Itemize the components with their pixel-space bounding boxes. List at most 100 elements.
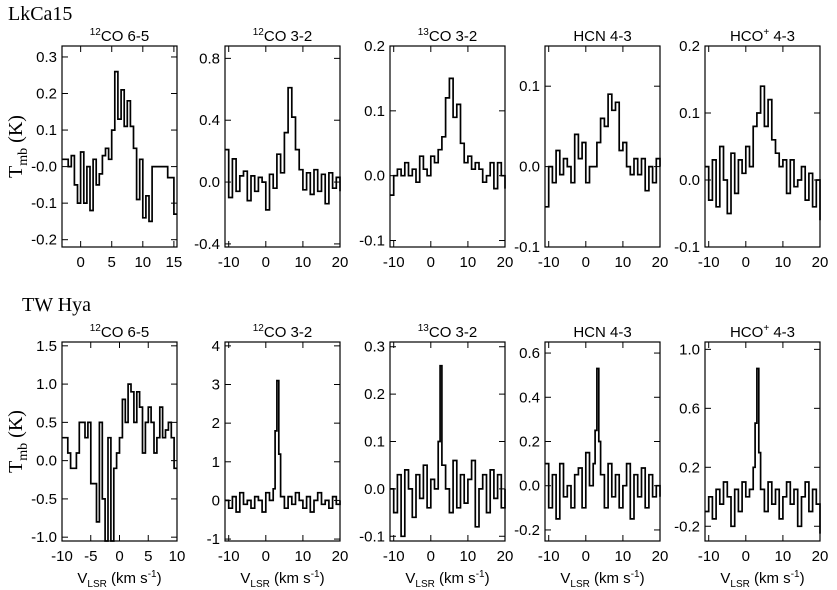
- x-tick-label: 20: [332, 548, 349, 565]
- y-tick-label: 3: [212, 377, 220, 394]
- x-tick-label: 0: [76, 254, 84, 271]
- spectrum-panel: -1.0 -0.5 0.0 0.5 1.0 1.5 -10 -5 0 5 10 12CO 6-5 Tmb…: [5, 323, 185, 590]
- x-tick-label: 5: [144, 548, 152, 565]
- spectrum-panel: -0.1 0.0 0.1 0.2 0.3 -10 0 10 20 13CO 3-2 VLSR (km…: [359, 323, 513, 590]
- y-tick-label: 4: [212, 338, 220, 355]
- x-axis-label: VLSR (km s-1): [720, 569, 804, 590]
- y-tick-label: -0.1: [674, 239, 700, 256]
- spectrum-line: [62, 70, 177, 223]
- spectrum-panel: -0.1 0.0 0.1 -10 0 10 20 HCN 4-3: [514, 28, 668, 271]
- y-tick-label: 0.1: [364, 434, 385, 451]
- spectrum-line: [545, 367, 661, 520]
- y-tick-label: 0.0: [519, 478, 540, 495]
- x-tick-label: -10: [218, 548, 240, 565]
- x-tick-label: -10: [51, 548, 73, 565]
- x-tick-label: 10: [169, 548, 186, 565]
- panel-title: 13CO 3-2: [418, 323, 477, 341]
- x-axis-label: VLSR (km s-1): [405, 569, 489, 590]
- x-tick-label: 20: [652, 548, 669, 565]
- panel-title: 12CO 6-5: [90, 323, 149, 341]
- x-tick-label: -10: [538, 548, 560, 565]
- x-tick-label: 0: [742, 254, 750, 271]
- y-tick-label: 0.2: [364, 386, 385, 403]
- x-tick-label: 10: [134, 254, 151, 271]
- y-tick-label: -0.0: [31, 159, 57, 176]
- x-tick-label: 0: [115, 548, 123, 565]
- y-tick-label: 0.0: [364, 481, 385, 498]
- x-tick-label: 20: [497, 254, 514, 271]
- spectrum-panel: -0.2 0.0 0.2 0.4 0.6 -10 0 10 20 HCN 4-3 VLSR (km …: [514, 324, 668, 590]
- x-tick-label: 0: [427, 254, 435, 271]
- y-tick-label: -0.1: [31, 195, 57, 212]
- spectrum-line: [62, 383, 177, 542]
- x-tick-label: 20: [497, 548, 514, 565]
- source-label-lkca15: LkCa15: [8, 3, 72, 25]
- plot-frame: [224, 341, 341, 542]
- spectrum-line: [705, 85, 821, 221]
- x-tick-label: 0: [262, 254, 270, 271]
- y-tick-label: 0.2: [679, 38, 700, 55]
- y-tick-label: 0.8: [199, 50, 220, 67]
- y-tick-label: 0.1: [364, 103, 385, 120]
- x-axis-label: VLSR (km s-1): [240, 569, 324, 590]
- x-tick-label: -10: [538, 254, 560, 271]
- y-tick-label: 0.4: [519, 389, 540, 406]
- x-tick-label: 5: [108, 254, 116, 271]
- x-tick-label: 20: [812, 548, 829, 565]
- y-tick-label: -0.2: [514, 522, 540, 539]
- x-tick-label: -10: [383, 254, 405, 271]
- spectrum-panel: -0.2 0.2 0.6 1.0 -10 0 10 20 HCO+ 4-3 VLSR (km s-…: [674, 323, 828, 590]
- panel-title: 13CO 3-2: [418, 27, 477, 45]
- plot-frame: [224, 45, 341, 248]
- y-axis-label: Tmb (K): [5, 410, 31, 473]
- x-tick-label: 10: [295, 254, 312, 271]
- y-tick-label: 0.3: [364, 339, 385, 356]
- y-tick-label: -1: [207, 531, 220, 548]
- plot-frame: [389, 45, 506, 248]
- y-tick-label: 0.6: [519, 345, 540, 362]
- spectrum-panel: -0.4 0.0 0.4 0.8 -10 0 10 20 12CO 3-2: [194, 27, 348, 271]
- y-tick-label: 0.1: [519, 78, 540, 95]
- y-tick-label: 0.0: [519, 159, 540, 176]
- x-tick-label: 10: [615, 548, 632, 565]
- panel-title: 12CO 3-2: [253, 27, 312, 45]
- plot-frame: [544, 341, 661, 542]
- spectrum-line: [225, 86, 341, 211]
- plot-frame: [389, 341, 506, 542]
- y-tick-label: -0.1: [514, 239, 540, 256]
- y-tick-label: 0.1: [679, 105, 700, 122]
- y-tick-label: 0.3: [36, 49, 57, 66]
- plot-frame: [61, 45, 178, 248]
- panel-title: HCN 4-3: [573, 324, 631, 341]
- x-tick-label: 20: [332, 254, 349, 271]
- y-tick-label: 0.2: [36, 86, 57, 103]
- spectrum-line: [225, 379, 341, 513]
- x-tick-label: -10: [698, 254, 720, 271]
- spectrum-panel: -0.1 0.0 0.1 0.2 -10 0 10 20 HCO+ 4-3: [674, 27, 828, 271]
- y-tick-label: -1.0: [31, 529, 57, 546]
- panel-title: HCO+ 4-3: [730, 323, 795, 341]
- x-tick-label: 20: [812, 254, 829, 271]
- y-tick-label: -0.4: [194, 236, 220, 253]
- y-tick-label: 0.1: [36, 122, 57, 139]
- plot-frame: [704, 45, 821, 248]
- x-tick-label: -10: [383, 548, 405, 565]
- plot-frame: [704, 341, 821, 542]
- x-tick-label: -5: [84, 548, 97, 565]
- x-tick-label: 10: [615, 254, 632, 271]
- y-tick-label: 0.6: [679, 400, 700, 417]
- panel-title: 12CO 6-5: [90, 27, 149, 45]
- x-tick-label: 10: [775, 548, 792, 565]
- x-tick-label: 0: [262, 548, 270, 565]
- y-tick-label: 0.0: [199, 174, 220, 191]
- x-tick-label: 10: [460, 254, 477, 271]
- y-tick-label: 0.4: [199, 112, 220, 129]
- panel-title: HCO+ 4-3: [730, 27, 795, 45]
- y-tick-label: 0: [212, 492, 220, 509]
- x-tick-label: 10: [775, 254, 792, 271]
- panel-title: HCN 4-3: [573, 28, 631, 45]
- spectrum-line: [390, 364, 506, 538]
- y-tick-label: 1.5: [36, 338, 57, 355]
